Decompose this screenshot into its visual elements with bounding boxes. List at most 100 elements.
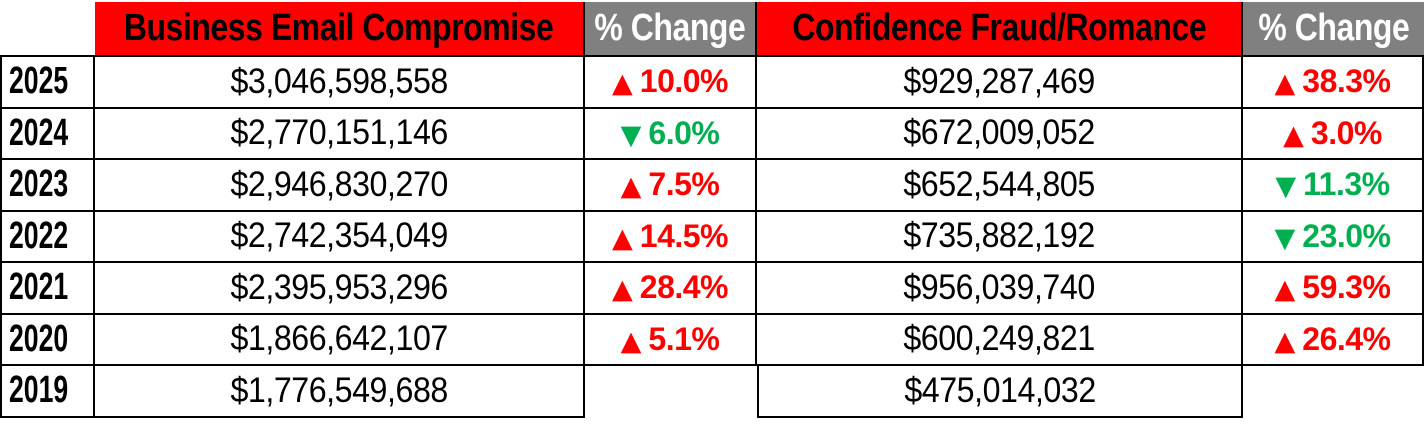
- percent-change-value: 7.5%: [648, 166, 720, 203]
- year-cell: 2025: [0, 57, 95, 109]
- cfr-loss-cell: $475,014,032: [757, 366, 1243, 418]
- loss-amount: $2,946,830,270: [230, 164, 448, 204]
- bec-loss-cell: $2,946,830,270: [95, 160, 585, 212]
- percent-change: ▲ 3.0%: [1283, 115, 1382, 152]
- cfr-change-cell: ▲ 3.0%: [1243, 108, 1424, 160]
- up-triangle-icon: ▲: [612, 68, 633, 100]
- percent-change: ▲ 28.4%: [612, 269, 729, 306]
- bec-change-cell: ▲ 5.1%: [585, 314, 757, 366]
- loss-amount: $3,046,598,558: [230, 61, 448, 101]
- loss-amount: $672,009,052: [903, 113, 1095, 153]
- loss-amount: $2,742,354,049: [230, 216, 448, 256]
- percent-change-value: 59.3%: [1302, 269, 1391, 306]
- up-triangle-icon: ▲: [620, 325, 642, 357]
- cfr-change-cell: ▲ 38.3%: [1243, 57, 1424, 109]
- up-triangle-icon: ▲: [620, 171, 642, 203]
- down-triangle-icon: ▼: [620, 119, 642, 151]
- percent-change: ▲ 38.3%: [1274, 63, 1392, 100]
- bec-change-cell: ▲ 10.0%: [585, 57, 757, 109]
- down-triangle-icon: ▼: [1274, 222, 1296, 254]
- bec-loss-cell: $1,866,642,107: [95, 314, 585, 366]
- percent-change-value: 6.0%: [648, 114, 720, 151]
- year-label: 2022: [9, 214, 69, 257]
- loss-amount: $475,014,032: [904, 370, 1096, 410]
- bec-change-cell: [585, 366, 757, 418]
- year-cell: 2024: [0, 108, 95, 160]
- percent-change-value: 28.4%: [639, 269, 729, 306]
- header-cfr-percent-change: % Change: [1243, 2, 1424, 57]
- up-triangle-icon: ▲: [1274, 325, 1296, 357]
- cfr-change-cell: ▲ 59.3%: [1243, 263, 1424, 315]
- up-triangle-icon: ▲: [1283, 119, 1304, 151]
- cfr-change-cell: ▼ 11.3%: [1243, 160, 1424, 212]
- loss-amount: $956,039,740: [903, 267, 1095, 307]
- bec-loss-cell: $2,742,354,049: [95, 211, 585, 263]
- year-label: 2020: [9, 317, 69, 360]
- cfr-change-cell: ▲ 26.4%: [1243, 314, 1424, 366]
- percent-change-value: 14.5%: [639, 217, 729, 254]
- up-triangle-icon: ▲: [1274, 68, 1296, 100]
- cfr-loss-cell: $956,039,740: [757, 263, 1243, 315]
- percent-change: ▲ 26.4%: [1274, 320, 1392, 358]
- loss-amount: $652,544,805: [903, 164, 1095, 204]
- cfr-loss-cell: $929,287,469: [757, 57, 1243, 109]
- cfr-loss-cell: $735,882,192: [757, 211, 1243, 263]
- percent-change-value: 5.1%: [648, 320, 720, 357]
- loss-amount: $2,770,151,146: [230, 113, 448, 153]
- year-cell: 2023: [0, 160, 95, 212]
- loss-amount: $929,287,469: [903, 61, 1095, 101]
- bec-loss-cell: $1,776,549,688: [95, 366, 585, 418]
- down-triangle-icon: ▼: [1275, 171, 1297, 203]
- percent-change-value: 11.3%: [1303, 166, 1390, 203]
- year-label: 2023: [9, 163, 69, 206]
- percent-change-value: 26.4%: [1302, 320, 1391, 357]
- year-cell: 2019: [0, 366, 95, 418]
- bec-change-cell: ▲ 7.5%: [585, 160, 757, 212]
- bec-loss-cell: $2,770,151,146: [95, 108, 585, 160]
- percent-change: ▲ 10.0%: [612, 63, 729, 100]
- percent-change-value: 10.0%: [639, 63, 729, 100]
- bec-change-cell: ▼ 6.0%: [585, 108, 757, 160]
- percent-change: ▲ 14.5%: [612, 217, 729, 255]
- percent-change-value: 23.0%: [1302, 217, 1391, 254]
- year-label: 2019: [9, 369, 69, 412]
- year-label: 2025: [9, 60, 69, 103]
- cfr-loss-cell: $600,249,821: [757, 314, 1243, 366]
- percent-change: ▼ 23.0%: [1274, 217, 1392, 255]
- percent-change-value: 3.0%: [1310, 114, 1382, 151]
- header-business-email-compromise: Business Email Compromise: [95, 2, 585, 57]
- percent-change: ▼ 6.0%: [621, 115, 720, 152]
- up-triangle-icon: ▲: [1274, 274, 1296, 306]
- loss-amount: $2,395,953,296: [230, 267, 448, 307]
- header-label: Business Email Compromise: [124, 7, 554, 49]
- percent-change: ▲ 7.5%: [621, 166, 720, 203]
- loss-amount: $1,866,642,107: [230, 319, 448, 359]
- year-label: 2024: [9, 111, 69, 154]
- cfr-loss-cell: $652,544,805: [757, 160, 1243, 212]
- bec-loss-cell: $3,046,598,558: [95, 57, 585, 109]
- cfr-loss-cell: $672,009,052: [757, 108, 1243, 160]
- up-triangle-icon: ▲: [612, 222, 633, 254]
- bec-loss-cell: $2,395,953,296: [95, 263, 585, 315]
- header-bec-percent-change: % Change: [585, 2, 757, 57]
- percent-change: ▲ 5.1%: [621, 321, 720, 358]
- cfr-change-cell: ▼ 23.0%: [1243, 211, 1424, 263]
- year-label: 2021: [9, 266, 69, 309]
- loss-amount: $1,776,549,688: [230, 370, 448, 410]
- year-cell: 2021: [0, 263, 95, 315]
- year-cell: 2020: [0, 314, 95, 366]
- year-cell: 2022: [0, 211, 95, 263]
- percent-change: ▼ 11.3%: [1275, 166, 1390, 203]
- loss-amount: $735,882,192: [903, 216, 1095, 256]
- corner-cell: [0, 2, 95, 57]
- percent-change-value: 38.3%: [1302, 63, 1391, 100]
- header-label: % Change: [594, 7, 746, 49]
- header-label: % Change: [1258, 7, 1409, 49]
- header-confidence-fraud-romance: Confidence Fraud/Romance: [757, 2, 1243, 57]
- loss-amount: $600,249,821: [903, 319, 1095, 359]
- up-triangle-icon: ▲: [612, 274, 633, 306]
- cfr-change-cell: [1243, 366, 1424, 418]
- header-label: Confidence Fraud/Romance: [792, 7, 1206, 49]
- percent-change: ▲ 59.3%: [1274, 269, 1392, 306]
